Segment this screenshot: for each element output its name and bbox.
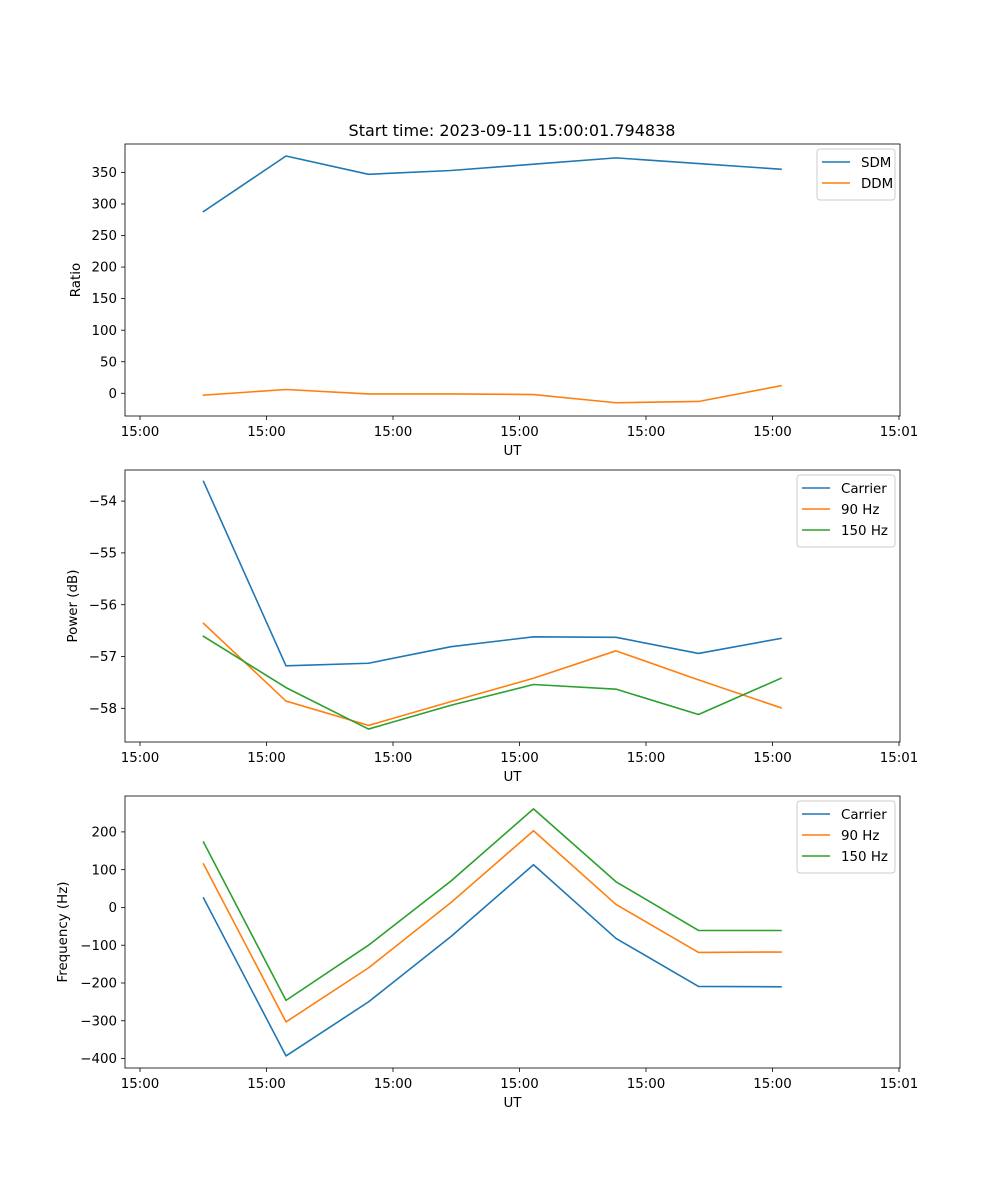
x-tick-label: 15:00 xyxy=(374,751,413,766)
x-tick-label: 15:00 xyxy=(374,425,413,440)
y-tick-label: −57 xyxy=(89,650,117,665)
x-tick-label: 15:00 xyxy=(121,425,160,440)
x-tick-label: 15:00 xyxy=(374,1077,413,1092)
y-tick-label: 50 xyxy=(100,355,117,370)
legend: Carrier 90 Hz 150 Hz xyxy=(796,800,896,874)
x-tick-label: 15:00 xyxy=(247,751,286,766)
x-axis-label: UT xyxy=(504,770,523,785)
x-tick-label: 15:00 xyxy=(753,751,792,766)
y-tick-label: 300 xyxy=(91,198,117,213)
legend-label: 90 Hz xyxy=(841,503,879,518)
y-tick-label: −100 xyxy=(80,939,117,954)
y-axis-label: Frequency (Hz) xyxy=(56,882,71,983)
axes-frame xyxy=(124,469,901,743)
legend-label: 150 Hz xyxy=(841,524,888,539)
x-tick-label: 15:01 xyxy=(880,1077,919,1092)
legend-label: 150 Hz xyxy=(841,850,888,865)
x-tick-label: 15:00 xyxy=(500,751,539,766)
series-line-carrier xyxy=(202,863,782,1057)
x-tick-label: 15:00 xyxy=(500,425,539,440)
series-line-90-hz xyxy=(202,829,782,1023)
legend: SDM DDM xyxy=(816,148,896,201)
series-line-carrier xyxy=(202,480,782,667)
x-tick-label: 15:01 xyxy=(880,751,919,766)
x-axis-label: UT xyxy=(504,1096,523,1111)
y-tick-label: 0 xyxy=(108,901,117,916)
legend-label: SDM xyxy=(861,156,891,171)
y-tick-label: 100 xyxy=(91,324,117,339)
legend-label: 90 Hz xyxy=(841,829,879,844)
x-tick-label: 15:00 xyxy=(121,751,160,766)
y-tick-label: 350 xyxy=(91,166,117,181)
y-tick-label: −58 xyxy=(89,702,117,717)
legend: Carrier 90 Hz 150 Hz xyxy=(796,474,896,548)
series-line-ddm xyxy=(202,384,782,404)
x-tick-label: 15:00 xyxy=(500,1077,539,1092)
axes-frame xyxy=(124,795,901,1069)
series-line-150-hz xyxy=(202,635,783,730)
y-tick-label: 100 xyxy=(91,863,117,878)
series-line-150-hz xyxy=(202,808,782,1002)
x-tick-label: 15:00 xyxy=(121,1077,160,1092)
legend-label: Carrier xyxy=(841,808,887,823)
y-tick-label: 0 xyxy=(108,387,117,402)
y-tick-label: 250 xyxy=(91,229,117,244)
panel-frequency: 15:00 15:00 15:00 15:00 15:00 15:00 15:01 −400 −… xyxy=(56,795,919,1111)
legend-box xyxy=(796,800,896,874)
x-tick-label: 15:00 xyxy=(753,1077,792,1092)
y-tick-label: 200 xyxy=(91,261,117,276)
panel-ratio: 15:00 15:00 15:00 15:00 15:00 15:00 15:01 0 50 10… xyxy=(69,143,919,459)
y-axis-label: Power (dB) xyxy=(66,570,81,643)
figure-title: Start time: 2023-09-11 15:00:01.794838 xyxy=(349,121,676,140)
y-tick-label: −400 xyxy=(80,1052,117,1067)
x-tick-label: 15:00 xyxy=(247,1077,286,1092)
x-tick-label: 15:00 xyxy=(753,425,792,440)
y-tick-label: −55 xyxy=(89,546,117,561)
y-tick-label: 200 xyxy=(91,825,117,840)
panel-power: 15:00 15:00 15:00 15:00 15:00 15:00 15:01 −58 −5… xyxy=(66,469,919,785)
series-line-90-hz xyxy=(202,622,783,727)
y-tick-label: −54 xyxy=(89,495,117,510)
series-line-sdm xyxy=(202,155,782,213)
x-tick-label: 15:00 xyxy=(247,425,286,440)
legend-label: Carrier xyxy=(841,482,887,497)
y-tick-label: −56 xyxy=(89,598,117,613)
y-tick-label: −300 xyxy=(80,1014,117,1029)
x-tick-label: 15:00 xyxy=(627,1077,666,1092)
axes-frame xyxy=(124,143,901,417)
x-axis-label: UT xyxy=(504,444,523,459)
legend-box xyxy=(796,474,896,548)
legend-label: DDM xyxy=(861,177,893,192)
y-tick-label: −200 xyxy=(80,977,117,992)
x-tick-label: 15:00 xyxy=(627,751,666,766)
x-tick-label: 15:00 xyxy=(627,425,666,440)
x-tick-label: 15:01 xyxy=(880,425,919,440)
y-axis-label: Ratio xyxy=(69,263,84,297)
y-tick-label: 150 xyxy=(91,292,117,307)
